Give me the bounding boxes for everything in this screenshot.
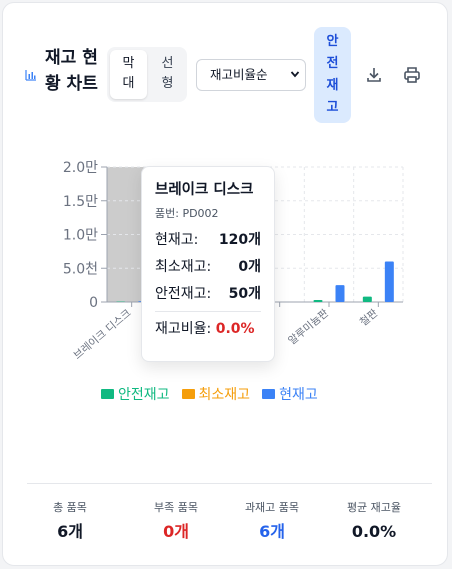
chart-tooltip: 브레이크 디스크 품번: PD002 현재고: 120개 최소재고: 0개 안전… <box>141 166 275 362</box>
tooltip-row-label: 현재고: <box>155 232 199 248</box>
tooltip-title: 브레이크 디스크 <box>155 182 254 198</box>
stat-value: 0.0% <box>351 522 397 541</box>
safety-stock-button-label: 안전재고 <box>326 34 339 115</box>
y-tick-label: 0 <box>89 295 98 311</box>
footer-divider <box>27 483 432 484</box>
x-tick-label: 철판 <box>358 307 381 329</box>
stat-overstock-items: 과재고 품목 6개 <box>227 500 317 543</box>
bar-현재고 <box>335 285 345 302</box>
tooltip-ratio-label: 재고비율: <box>155 321 212 337</box>
tooltip-row-current: 현재고: 120개 <box>155 231 261 249</box>
legend-item[interactable]: 안전재고 <box>101 384 170 404</box>
tooltip-row-value: 120개 <box>218 232 261 248</box>
stat-value: 0개 <box>163 522 189 541</box>
legend-swatch <box>181 389 195 399</box>
bar-안전재고 <box>362 296 372 302</box>
bar-chart-button-label: 막대 <box>122 56 135 91</box>
legend-swatch <box>101 389 114 399</box>
legend-item[interactable]: 현재고 <box>262 384 318 404</box>
stat-value: 6개 <box>57 522 83 541</box>
y-tick-label: 2.0만 <box>63 160 98 176</box>
bar-chart-button[interactable]: 막대 <box>110 50 147 99</box>
bar-현재고 <box>384 261 394 302</box>
stat-average-ratio: 평균 재고율 0.0% <box>329 500 419 543</box>
safety-stock-button[interactable]: 안전재고 <box>314 27 351 123</box>
y-tick-label: 5.0천 <box>63 261 98 277</box>
page-title: 재고 현황 차트 <box>45 48 98 94</box>
chart-legend: 안전재고 최소재고 현재고 <box>101 384 318 404</box>
legend-swatch <box>262 389 276 399</box>
y-tick-label: 1.0만 <box>63 228 98 244</box>
tooltip-row-minimum: 최소재고: 0개 <box>155 258 261 276</box>
download-icon[interactable] <box>363 64 385 86</box>
inventory-chart-card: 재고 현황 차트 막대 선형 재고비율순 안전재고 0 5.0천 1.0만 1.5만 2… <box>2 2 448 566</box>
x-tick-label: 브레이크 디스크 <box>72 307 134 362</box>
stat-label: 부족 품목 <box>154 501 198 514</box>
legend-label: 최소재고 <box>198 387 251 403</box>
legend-label: 안전재고 <box>118 387 170 403</box>
stat-total-items: 총 품목 6개 <box>25 500 115 543</box>
sort-select-value: 재고비율순 <box>210 67 268 82</box>
bar-chart-icon <box>25 70 36 81</box>
printer-icon[interactable] <box>401 64 423 86</box>
bar-안전재고 <box>313 299 323 302</box>
tooltip-ratio-value: 0.0% <box>215 321 255 337</box>
stat-value: 6개 <box>259 522 285 541</box>
line-chart-button-label: 선형 <box>161 56 174 91</box>
stat-label: 과재고 품목 <box>244 501 300 514</box>
tooltip-row-value: 0개 <box>238 259 261 275</box>
legend-item[interactable]: 최소재고 <box>181 384 251 404</box>
line-chart-button[interactable]: 선형 <box>149 50 186 99</box>
tooltip-row-value: 50개 <box>228 286 261 302</box>
stat-label: 평균 재고율 <box>346 501 402 514</box>
sort-select[interactable]: 재고비율순 <box>196 59 306 91</box>
tooltip-row-label: 최소재고: <box>155 259 212 275</box>
chevron-down-icon <box>290 71 300 78</box>
legend-label: 현재고 <box>279 387 318 403</box>
stat-label: 총 품목 <box>53 501 87 514</box>
x-tick-label: 알루미늄판 <box>286 307 331 347</box>
chart-type-toggle: 막대 선형 <box>107 47 187 102</box>
tooltip-stock-ratio: 재고비율: 0.0% <box>155 320 261 338</box>
y-tick-label: 1.5만 <box>63 194 98 210</box>
tooltip-row-label: 안전재고: <box>155 286 212 302</box>
tooltip-divider <box>155 311 261 312</box>
stat-shortage-items: 부족 품목 0개 <box>131 500 221 543</box>
tooltip-part-number: 품번: PD002 <box>155 207 219 220</box>
tooltip-row-safety: 안전재고: 50개 <box>155 285 261 303</box>
